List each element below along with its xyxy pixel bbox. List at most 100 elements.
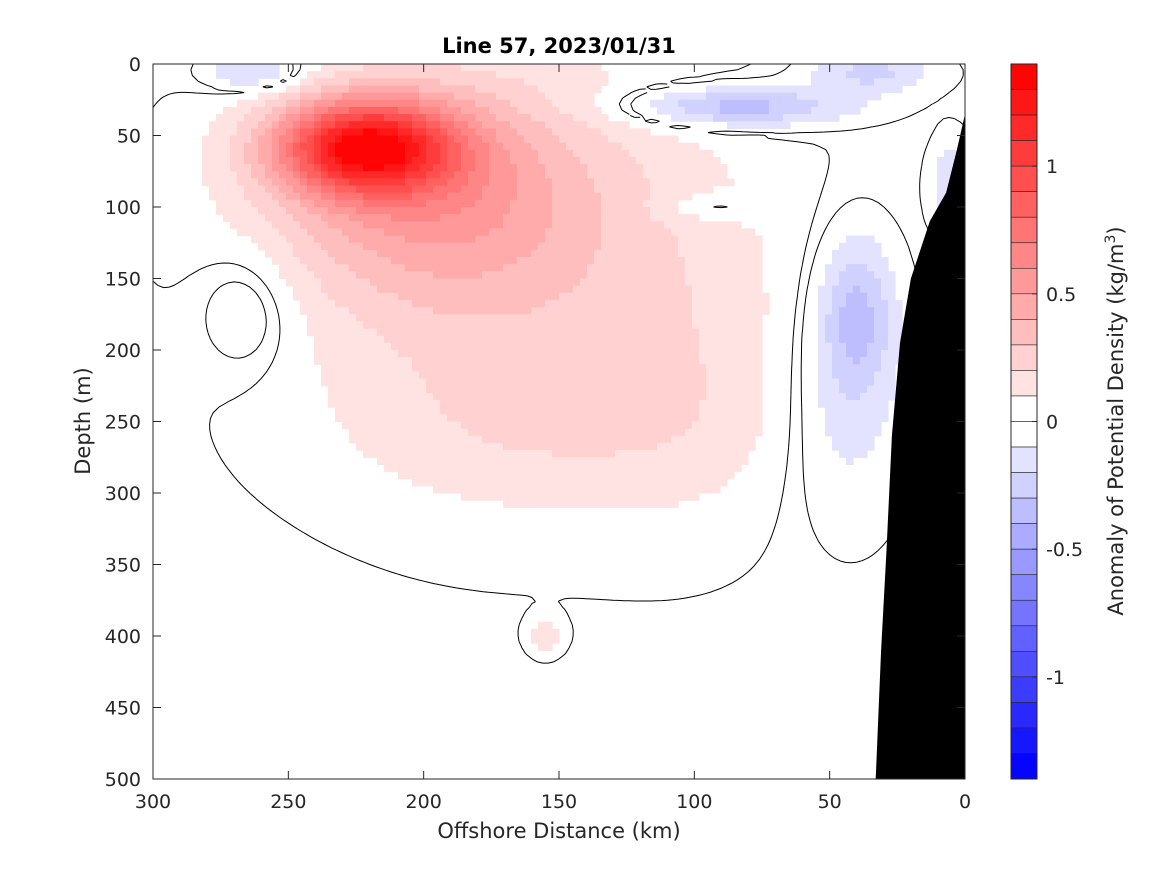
anomaly-cell <box>685 392 693 401</box>
anomaly-cell <box>433 414 441 423</box>
anomaly-cell <box>846 85 854 94</box>
anomaly-cell <box>601 114 609 122</box>
anomaly-cell <box>566 207 574 215</box>
anomaly-cell <box>454 364 462 373</box>
anomaly-cell <box>559 350 567 358</box>
colorbar-cell <box>1010 651 1038 678</box>
anomaly-cell <box>468 207 476 215</box>
anomaly-cell <box>370 135 378 144</box>
anomaly-cell <box>398 364 406 373</box>
anomaly-cell <box>545 643 553 651</box>
anomaly-cell <box>370 171 378 179</box>
anomaly-cell <box>664 350 672 358</box>
anomaly-cell <box>713 342 721 351</box>
anomaly-cell <box>594 135 602 144</box>
y-tick-label: 400 <box>105 626 141 648</box>
anomaly-cell <box>601 314 609 322</box>
anomaly-cell <box>461 178 469 187</box>
anomaly-cell <box>755 321 763 330</box>
anomaly-cell <box>545 135 553 144</box>
anomaly-cell <box>636 371 644 380</box>
anomaly-cell <box>552 207 560 215</box>
anomaly-cell <box>300 121 308 129</box>
anomaly-cell <box>636 357 644 365</box>
anomaly-cell <box>713 292 721 301</box>
anomaly-cell <box>664 142 672 151</box>
anomaly-cell <box>622 278 630 287</box>
anomaly-cell <box>461 371 469 380</box>
anomaly-cell <box>433 314 441 322</box>
anomaly-cell <box>538 371 546 380</box>
anomaly-cell <box>531 78 539 87</box>
anomaly-cell <box>580 106 588 115</box>
anomaly-cell <box>678 149 686 158</box>
anomaly-cell <box>524 364 532 373</box>
anomaly-cell <box>846 92 854 101</box>
anomaly-cell <box>363 421 371 430</box>
anomaly-cell <box>363 214 371 222</box>
anomaly-cell <box>860 292 868 301</box>
anomaly-cell <box>818 307 826 315</box>
anomaly-cell <box>265 99 273 108</box>
anomaly-cell <box>692 314 700 322</box>
anomaly-cell <box>853 428 861 437</box>
anomaly-cell <box>559 378 567 387</box>
anomaly-cell <box>468 92 476 101</box>
anomaly-cell <box>853 314 861 322</box>
anomaly-cell <box>699 350 707 358</box>
anomaly-cell <box>244 106 252 115</box>
anomaly-cell <box>440 421 448 430</box>
anomaly-cell <box>517 207 525 215</box>
anomaly-cell <box>846 385 854 394</box>
anomaly-cell <box>699 228 707 237</box>
anomaly-cell <box>419 92 427 101</box>
anomaly-cell <box>671 314 679 322</box>
anomaly-cell <box>839 92 847 101</box>
anomaly-cell <box>503 92 511 101</box>
anomaly-cell <box>517 142 525 151</box>
anomaly-cell <box>405 264 413 272</box>
anomaly-cell <box>531 421 539 430</box>
anomaly-cell <box>342 242 350 251</box>
anomaly-cell <box>601 121 609 129</box>
anomaly-cell <box>671 407 679 415</box>
anomaly-cell <box>405 235 413 244</box>
anomaly-cell <box>517 328 525 337</box>
anomaly-cell <box>573 485 581 494</box>
anomaly-cell <box>692 292 700 301</box>
anomaly-cell <box>615 171 623 179</box>
anomaly-cell <box>594 299 602 308</box>
anomaly-cell <box>566 156 574 165</box>
anomaly-cell <box>832 342 840 351</box>
anomaly-cell <box>342 285 350 294</box>
anomaly-cell <box>209 192 217 201</box>
anomaly-cell <box>426 142 434 151</box>
x-tick-label: 0 <box>959 791 971 813</box>
anomaly-cell <box>657 335 665 344</box>
anomaly-cell <box>860 400 868 408</box>
anomaly-cell <box>622 249 630 258</box>
anomaly-cell <box>650 478 658 487</box>
anomaly-cell <box>888 385 896 394</box>
anomaly-cell <box>825 307 833 315</box>
anomaly-cell <box>398 199 406 208</box>
anomaly-cell <box>720 428 728 437</box>
anomaly-cell <box>566 321 574 330</box>
anomaly-cell <box>272 99 280 108</box>
anomaly-cell <box>839 285 847 294</box>
anomaly-cell <box>524 342 532 351</box>
anomaly-cell <box>475 192 483 201</box>
anomaly-cell <box>223 171 231 179</box>
anomaly-cell <box>755 285 763 294</box>
anomaly-cell <box>727 392 735 401</box>
anomaly-cell <box>559 257 567 265</box>
anomaly-cell <box>622 235 630 244</box>
anomaly-cell <box>867 400 875 408</box>
anomaly-cell <box>601 128 609 137</box>
anomaly-cell <box>594 435 602 444</box>
anomaly-cell <box>608 314 616 322</box>
anomaly-cell <box>475 242 483 251</box>
anomaly-cell <box>363 364 371 373</box>
anomaly-cell <box>720 85 728 94</box>
anomaly-cell <box>727 364 735 373</box>
